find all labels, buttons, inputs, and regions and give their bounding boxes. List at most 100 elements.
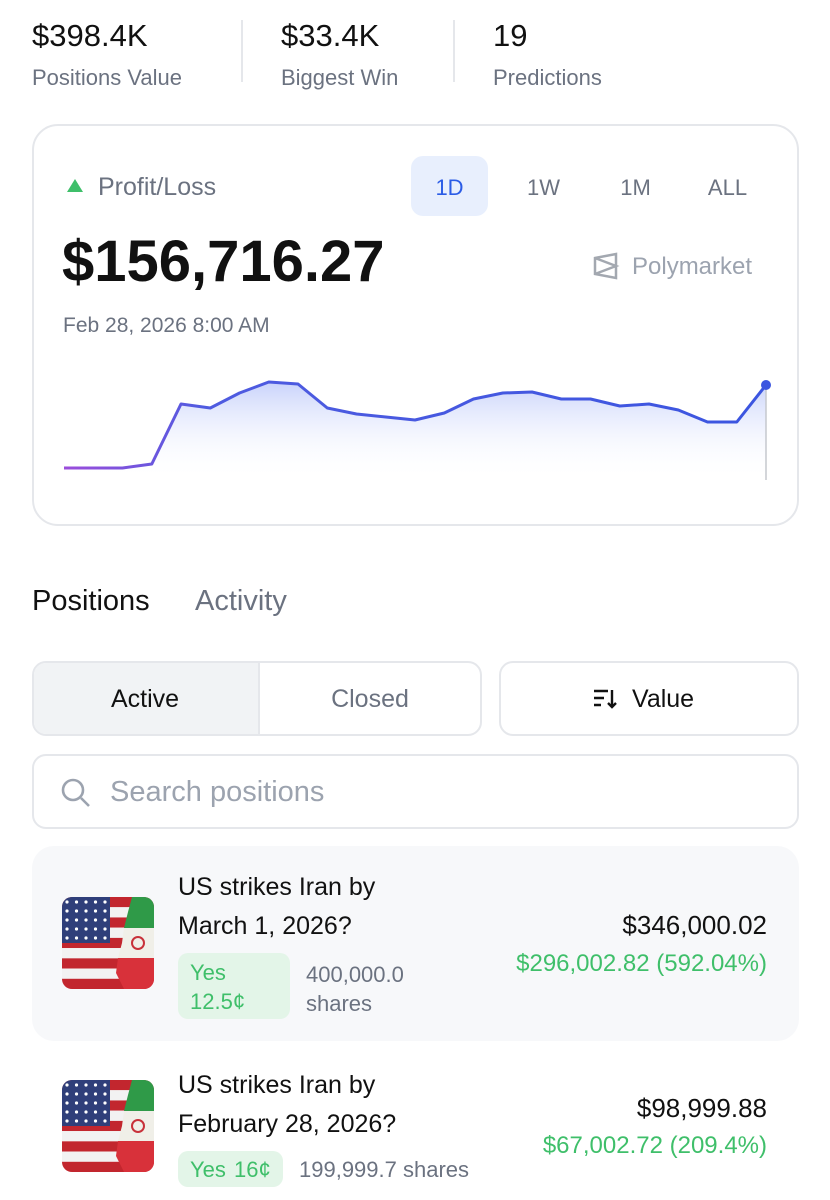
filter-selected-bg [34, 663, 260, 734]
up-icon [67, 179, 83, 192]
emblem [131, 936, 145, 950]
search-placeholder: Search positions [110, 776, 325, 808]
star [65, 900, 69, 904]
star [65, 1083, 69, 1087]
filter[interactable]: Closed [331, 685, 409, 713]
star [65, 909, 69, 913]
star [65, 1101, 69, 1105]
pnl-chart [64, 380, 771, 480]
iran-white [118, 1111, 154, 1141]
stripe [62, 1131, 154, 1142]
star [93, 1101, 98, 1105]
position-pnl: $296,002.82 (592.04%) [516, 950, 767, 977]
star [84, 1119, 88, 1123]
star [65, 927, 69, 931]
star [65, 918, 69, 922]
star [103, 918, 107, 922]
position-title: US strikes Iran by March 1, 2026? [178, 873, 376, 940]
divider [241, 20, 243, 82]
chart-area [64, 382, 766, 480]
range-tab[interactable]: 1W [527, 175, 560, 200]
filter[interactable]: Active [110, 685, 180, 713]
star [74, 1083, 79, 1087]
stripe [62, 968, 154, 979]
pnl-label: Profit/Loss [98, 173, 217, 201]
star [84, 918, 88, 922]
star [103, 1101, 107, 1105]
star [93, 927, 98, 931]
star [84, 909, 88, 913]
star [103, 1083, 107, 1087]
pnl-card [32, 124, 799, 526]
stat-label: Positions Value [32, 65, 183, 90]
price: 12.5¢ [190, 989, 246, 1014]
star [93, 1110, 98, 1114]
star [84, 1101, 88, 1105]
star [93, 909, 98, 913]
star [93, 900, 98, 904]
tab[interactable]: Activity [195, 585, 287, 617]
star [65, 1092, 69, 1096]
range-tab[interactable]: 1D [435, 175, 464, 200]
stat-value: $398.4K [32, 18, 148, 53]
star [74, 918, 79, 922]
iran-red [116, 958, 154, 989]
star [93, 936, 98, 940]
pnl-amount: $156,716.27 [62, 229, 385, 294]
range-tab[interactable]: 1M [620, 175, 651, 200]
range-tab[interactable]: ALL [707, 175, 748, 200]
tab[interactable]: Positions [32, 585, 150, 617]
star [84, 900, 88, 904]
star [103, 1119, 107, 1123]
price: 16¢ [234, 1157, 271, 1182]
shares: 199,999.7 shares [299, 1157, 470, 1182]
star [65, 936, 69, 940]
position-value: $98,999.88 [636, 1093, 767, 1123]
sort-button[interactable] [499, 661, 799, 736]
iran-green [124, 1080, 154, 1111]
iran-red [116, 1141, 154, 1172]
star [84, 936, 88, 940]
star [74, 1119, 79, 1123]
star [103, 900, 107, 904]
outcome-badge [178, 1151, 283, 1187]
outcome-badge [178, 953, 290, 1019]
star [74, 927, 79, 931]
sort-label: Value [632, 685, 695, 713]
star [103, 936, 107, 940]
source-name: Polymarket [632, 253, 753, 280]
stat-value: 19 [493, 18, 528, 53]
star [84, 1092, 88, 1096]
stat-value: $33.4K [281, 18, 380, 53]
star [74, 936, 79, 940]
star [93, 918, 98, 922]
star [74, 900, 79, 904]
star [103, 1110, 107, 1114]
stripe [62, 948, 154, 959]
emblem [131, 1119, 145, 1133]
star [103, 909, 107, 913]
stripe [62, 1141, 154, 1152]
search-box[interactable] [32, 754, 799, 829]
stripe [62, 958, 154, 969]
divider [453, 20, 455, 82]
star [103, 1092, 107, 1096]
stripe [62, 1161, 154, 1172]
range-selected [411, 156, 488, 216]
position-card[interactable] [32, 846, 799, 1041]
star [65, 1110, 69, 1114]
star [74, 909, 79, 913]
shares: 400,000.0 shares [306, 962, 404, 1016]
star [74, 1092, 79, 1096]
stripe [62, 978, 154, 989]
star [84, 927, 88, 931]
star [103, 927, 107, 931]
star [65, 1119, 69, 1123]
position-pnl: $67,002.72 (209.4%) [542, 1132, 767, 1159]
outcome: Yes [190, 1157, 226, 1182]
chart-dot [761, 380, 771, 390]
star [93, 1092, 98, 1096]
outcome: Yes [190, 960, 226, 985]
